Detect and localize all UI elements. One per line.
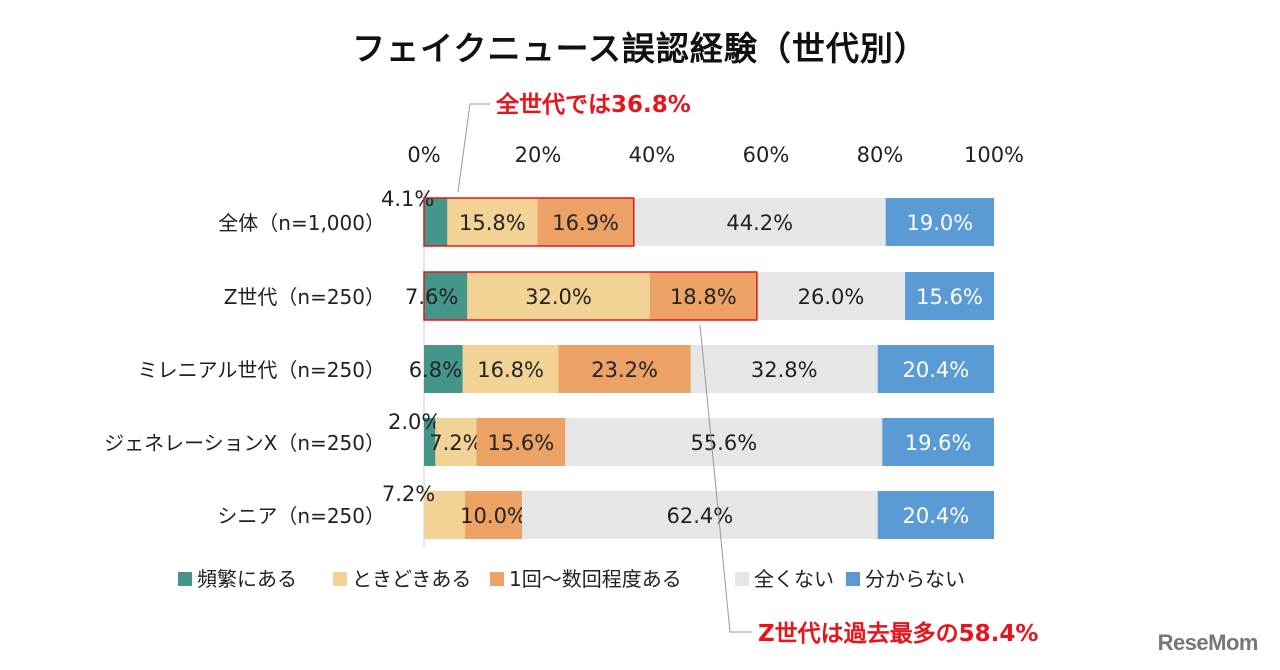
x-tick-label: 0%	[407, 143, 440, 167]
x-tick-label: 20%	[515, 143, 562, 167]
resemom-logo: ReseMom	[1157, 630, 1259, 655]
data-label: 20.4%	[903, 358, 970, 382]
bar-segment	[877, 491, 994, 539]
data-label: 15.6%	[916, 285, 983, 309]
data-label: 19.0%	[906, 211, 973, 235]
legend-label: 頻繁にある	[197, 567, 297, 591]
legend-label: 全くない	[754, 567, 834, 591]
bar-segment	[462, 345, 559, 393]
bar-segment	[424, 491, 466, 539]
bar-segment	[565, 418, 883, 466]
bar-segment	[476, 418, 566, 466]
data-label: 32.8%	[751, 358, 818, 382]
data-label: 15.8%	[459, 211, 526, 235]
bar-segment	[905, 272, 994, 320]
bar-segment	[756, 272, 906, 320]
x-tick-label: 40%	[629, 143, 676, 167]
chart-title: フェイクニュース誤認経験（世代別）	[352, 29, 928, 68]
bar-segment	[649, 272, 757, 320]
bar-segment	[633, 198, 886, 246]
legend-swatch	[178, 572, 192, 586]
legend-swatch	[333, 572, 347, 586]
legend-label: 1回～数回程度ある	[509, 567, 682, 591]
data-label: 23.2%	[591, 358, 658, 382]
data-label: 20.4%	[903, 504, 970, 528]
bar-segment	[465, 491, 523, 539]
data-label: 26.0%	[798, 285, 865, 309]
annotation-leader	[699, 324, 752, 633]
data-label: 62.4%	[667, 504, 734, 528]
legend-swatch	[846, 572, 860, 586]
data-label: 55.6%	[690, 431, 757, 455]
category-label: ミレニアル世代（n=250）	[138, 358, 385, 382]
bar-segment	[885, 198, 994, 246]
bar-segment	[424, 198, 448, 246]
data-label: 7.6%	[405, 285, 458, 309]
x-tick-label: 60%	[743, 143, 790, 167]
annotation-text: 全世代では36.8%	[495, 91, 691, 118]
bar-segment	[424, 418, 436, 466]
category-label: 全体（n=1,000）	[218, 211, 385, 235]
bar-segment	[882, 418, 994, 466]
data-label: 19.6%	[905, 431, 972, 455]
bar-segment	[877, 345, 994, 393]
data-label: 44.2%	[726, 211, 793, 235]
bar-segment	[447, 198, 538, 246]
bar-segment	[467, 272, 650, 320]
legend-swatch	[735, 572, 749, 586]
data-label: 7.2%	[382, 482, 435, 506]
data-label: 32.0%	[525, 285, 592, 309]
x-tick-label: 80%	[857, 143, 904, 167]
data-label: 4.1%	[381, 187, 434, 211]
data-label: 7.2%	[429, 431, 482, 455]
annotation-text: Z世代は過去最多の58.4%	[758, 620, 1038, 647]
data-label: 16.9%	[552, 211, 619, 235]
category-label: Z世代（n=250）	[224, 285, 385, 309]
data-label: 16.8%	[477, 358, 544, 382]
data-label: 6.8%	[409, 358, 462, 382]
bar-segment	[522, 491, 878, 539]
bar-segment	[424, 272, 468, 320]
bar-segment	[435, 418, 477, 466]
bar-segment	[690, 345, 878, 393]
category-label: ジェネレーションX（n=250）	[104, 431, 385, 455]
data-label: 2.0%	[388, 410, 441, 434]
annotation-leader	[457, 103, 490, 193]
data-label: 15.6%	[488, 431, 555, 455]
category-label: シニア（n=250）	[217, 504, 385, 528]
bar-segment	[424, 345, 463, 393]
legend-label: 分からない	[865, 567, 965, 591]
data-label: 18.8%	[670, 285, 737, 309]
legend-label: ときどきある	[352, 567, 471, 591]
highlight-box	[423, 197, 635, 247]
x-tick-label: 100%	[964, 143, 1024, 167]
highlight-box	[423, 271, 758, 321]
data-label: 10.0%	[460, 504, 527, 528]
legend-swatch	[490, 572, 504, 586]
bar-segment	[537, 198, 634, 246]
bar-segment	[558, 345, 691, 393]
